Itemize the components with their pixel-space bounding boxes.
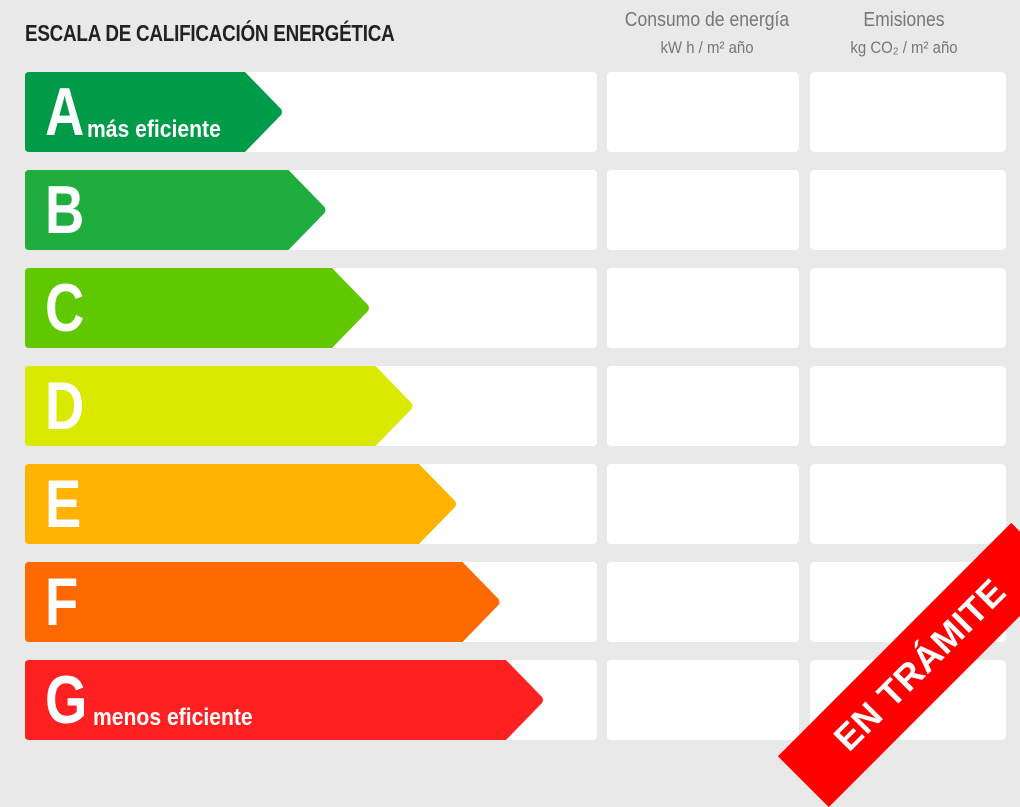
rating-letter: F [45,564,79,640]
consumo-value-cell [607,366,799,446]
rating-arrow [25,562,500,642]
consumo-value-cell [607,72,799,152]
rating-letter: B [45,172,85,248]
consumo-label: Consumo de energía [624,9,790,31]
rating-note: menos eficiente [93,704,253,731]
emisiones-value-cell [810,170,1006,250]
rating-letter: E [45,466,82,542]
column-header-emisiones: Emisiones kg CO₂ / m² año [816,6,992,62]
rating-letter: D [45,368,85,444]
consumo-unit: kW h / m² año [660,38,754,57]
rating-row-d: D [25,366,1020,446]
rating-arrow [25,464,456,544]
emisiones-unit: kg CO₂ / m² año [850,38,958,57]
rating-row-b: B [25,170,1020,250]
rating-letter: C [45,270,85,346]
rating-letter: A [45,74,85,150]
emisiones-label: Emisiones [863,9,945,31]
rating-letter: G [45,662,88,738]
emisiones-value-cell [810,268,1006,348]
consumo-value-cell [607,170,799,250]
consumo-value-cell [607,660,799,740]
emisiones-value-cell [810,464,1006,544]
rating-row-c: C [25,268,1020,348]
rating-row-a: A más eficiente [25,72,1020,152]
rating-arrow [25,268,369,348]
column-header-consumo: Consumo de energía kW h / m² año [619,6,795,62]
consumo-value-cell [607,464,799,544]
consumo-value-cell [607,268,799,348]
rating-row-f: F [25,562,1020,642]
rating-arrow [25,366,413,446]
rating-arrow [25,170,326,250]
rating-arrow [25,660,543,740]
rating-arrow [25,72,282,152]
emisiones-value-cell [810,72,1006,152]
emisiones-value-cell [810,366,1006,446]
rating-note: más eficiente [87,116,221,143]
rating-row-e: E [25,464,1020,544]
page-title: ESCALA DE CALIFICACIÓN ENERGÉTICA [25,20,395,46]
consumo-value-cell [607,562,799,642]
